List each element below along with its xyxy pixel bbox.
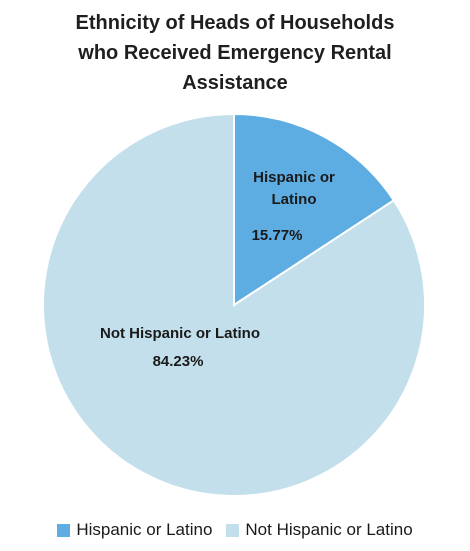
chart-title-line-3: Assistance <box>182 72 288 94</box>
chart-title-line-1: Ethnicity of Heads of Households <box>75 12 395 34</box>
slice-label-1-line-0: Not Hispanic or Latino <box>100 325 260 342</box>
legend-label-hispanic: Hispanic or Latino <box>76 520 213 539</box>
pie-slice-0 <box>233 112 396 307</box>
legend-item-not-hispanic: Not Hispanic or Latino <box>226 520 413 540</box>
legend-item-hispanic: Hispanic or Latino <box>57 520 212 540</box>
slice-label-0-line-1: Latino <box>272 191 317 208</box>
slice-value-label-0: 15.77% <box>252 227 303 244</box>
legend-swatch-not-hispanic <box>226 523 240 537</box>
pie-slice-1 <box>42 112 426 497</box>
legend-label-not-hispanic: Not Hispanic or Latino <box>245 520 413 539</box>
legend: Hispanic or Latino Not Hispanic or Latin… <box>0 517 470 543</box>
legend-swatch-hispanic <box>57 523 71 537</box>
chart-title-line-2: who Received Emergency Rental <box>78 42 392 64</box>
slice-label-0-line-0: Hispanic or <box>253 169 335 186</box>
slice-value-label-1: 84.23% <box>153 353 204 370</box>
